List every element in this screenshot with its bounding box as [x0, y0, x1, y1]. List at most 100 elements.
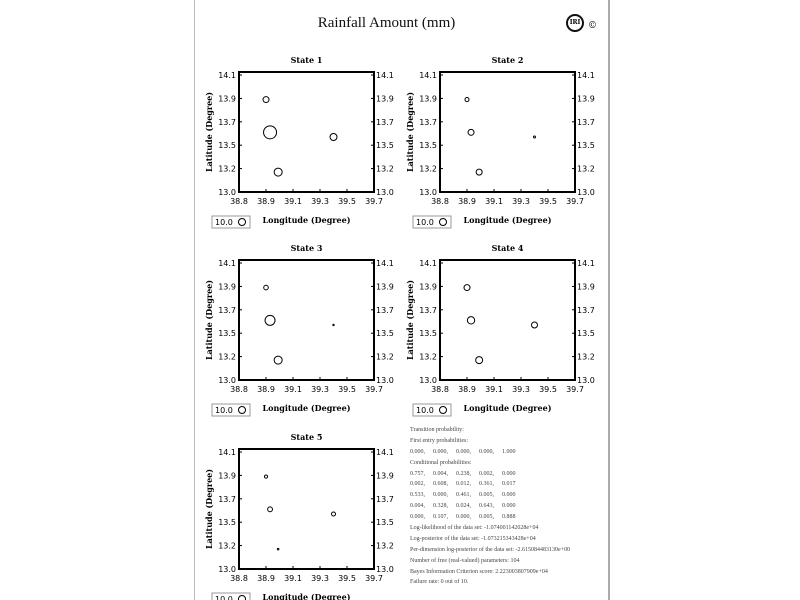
y-tick-label-right: 13.5 [376, 329, 394, 338]
panel-state-4: State 4 14.1 14.1 13.9 13.9 13.7 13.7 13.5 13.5 1… [405, 243, 595, 417]
x-tick-label: 38.8 [431, 197, 449, 206]
rainfall-point [267, 506, 273, 513]
stats-panel: Transition probability: First entry prob… [410, 427, 570, 590]
cond-label: Conditional probabilities: [410, 459, 472, 466]
y-tick-label-right: 13.5 [577, 141, 595, 150]
y-tick-label-right: 13.7 [577, 306, 595, 315]
x-tick-label: 39.3 [512, 385, 530, 394]
x-tick-label: 38.9 [458, 197, 476, 206]
y-tick-label-right: 13.2 [376, 542, 394, 551]
cond-row: 0.533, 0.000, 0.461, 0.005, 0.000 [410, 492, 570, 503]
y-tick-label: 13.7 [218, 495, 236, 504]
y-tick-label: 13.9 [218, 282, 236, 291]
y-tick-label: 13.2 [419, 165, 437, 174]
prob: 0.002, [479, 470, 494, 477]
copyright-icon: © [588, 21, 597, 31]
rainfall-point [329, 133, 338, 142]
prob: 0.000, [410, 514, 425, 521]
prob: 0.000, [433, 448, 448, 455]
rainfall-point [273, 167, 283, 177]
stat-line: Number of free (real-valued) parameters:… [410, 557, 520, 564]
panel-title: State 1 [291, 55, 323, 65]
panel-state-3: State 3 14.1 14.1 13.9 13.9 13.7 13.7 13.5 13.5 1… [204, 243, 394, 417]
prob: 0.005, [479, 514, 494, 521]
y-tick-label: 13.7 [419, 306, 437, 315]
x-axis-label: Longitude (Degree) [263, 215, 351, 225]
rainfall-point [463, 284, 471, 292]
y-tick-label-right: 14.1 [376, 448, 394, 457]
y-tick-label-right: 13.7 [376, 306, 394, 315]
stats-heading: Transition probability: [410, 427, 464, 433]
first-label: First entry probabilities: [410, 437, 468, 444]
legend-box [211, 592, 251, 600]
prob: 0.361, [479, 481, 494, 488]
prob: 0.000, [410, 448, 425, 455]
plot-frame [238, 71, 375, 193]
legend-circle [238, 406, 246, 414]
x-tick-label: 38.9 [458, 385, 476, 394]
prob: 0.643, [479, 503, 494, 510]
plot-frame [439, 259, 576, 381]
y-tick-label: 13.9 [218, 471, 236, 480]
y-axis-label: Latitude (Degree) [204, 280, 214, 360]
x-tick-label: 39.5 [338, 197, 356, 206]
panel-title: State 4 [492, 243, 524, 253]
prob: 1.000 [502, 448, 516, 455]
plot-frame [439, 71, 576, 193]
x-axis-label: Longitude (Degree) [263, 592, 351, 600]
prob: 0.002, [410, 481, 425, 488]
rainfall-point [273, 355, 283, 365]
prob: 0.012, [456, 481, 471, 488]
y-tick-label: 13.5 [419, 141, 437, 150]
x-axis-label: Longitude (Degree) [263, 403, 351, 413]
y-tick-label-right: 13.5 [577, 329, 595, 338]
y-axis-label: Latitude (Degree) [204, 469, 214, 549]
y-tick-label: 13.2 [218, 165, 236, 174]
legend-circle [238, 595, 246, 600]
prob: 0.004, [433, 470, 448, 477]
panel-title: State 2 [492, 55, 524, 65]
rainfall-point [533, 135, 536, 139]
x-tick-label: 39.3 [311, 574, 329, 583]
x-tick-label: 39.5 [539, 385, 557, 394]
x-tick-label: 39.5 [539, 197, 557, 206]
prob: 0.461, [456, 492, 471, 499]
y-tick-label-right: 13.9 [376, 282, 394, 291]
stat-line: Bayes Information Criterion score: 2.223… [410, 568, 548, 575]
x-tick-label: 38.8 [230, 385, 248, 394]
y-tick-label: 13.0 [218, 565, 236, 574]
legend-value: 10.0 [215, 406, 233, 415]
legend-value: 10.0 [215, 218, 233, 227]
y-tick-label-right: 13.2 [376, 353, 394, 362]
x-tick-label: 39.3 [512, 197, 530, 206]
y-tick-label: 13.0 [419, 376, 437, 385]
y-tick-label-right: 13.2 [577, 165, 595, 174]
legend-circle [439, 218, 447, 226]
rainfall-point [475, 356, 484, 365]
rainfall-point [330, 511, 337, 517]
y-tick-label-right: 14.1 [577, 71, 595, 80]
stat-line: Per-dimension log-posterior of the data … [410, 546, 571, 553]
rainfall-point [464, 97, 470, 103]
x-tick-label: 39.1 [284, 385, 302, 394]
rainfall-point [262, 96, 270, 104]
y-tick-label-right: 14.1 [376, 259, 394, 268]
prob: 0.107, [433, 514, 448, 521]
y-tick-label-right: 13.7 [376, 495, 394, 504]
panel-title: State 5 [291, 432, 323, 442]
x-tick-label: 39.1 [485, 385, 503, 394]
legend-value: 10.0 [215, 595, 233, 600]
x-tick-label: 39.3 [311, 197, 329, 206]
y-tick-label: 13.5 [218, 518, 236, 527]
x-tick-label: 39.7 [566, 385, 584, 394]
rainfall-point [276, 547, 280, 551]
x-tick-label: 39.5 [338, 574, 356, 583]
cond-rows: 0.757, 0.004, 0.238, 0.002, 0.000 0.002, 0.608… [410, 471, 570, 525]
prob: 0.024, [456, 503, 471, 510]
y-tick-label: 13.0 [218, 376, 236, 385]
x-tick-label: 39.7 [566, 197, 584, 206]
x-tick-label: 38.9 [257, 574, 275, 583]
y-tick-label: 14.1 [218, 259, 236, 268]
x-tick-label: 39.7 [365, 385, 383, 394]
y-tick-label: 13.2 [419, 353, 437, 362]
